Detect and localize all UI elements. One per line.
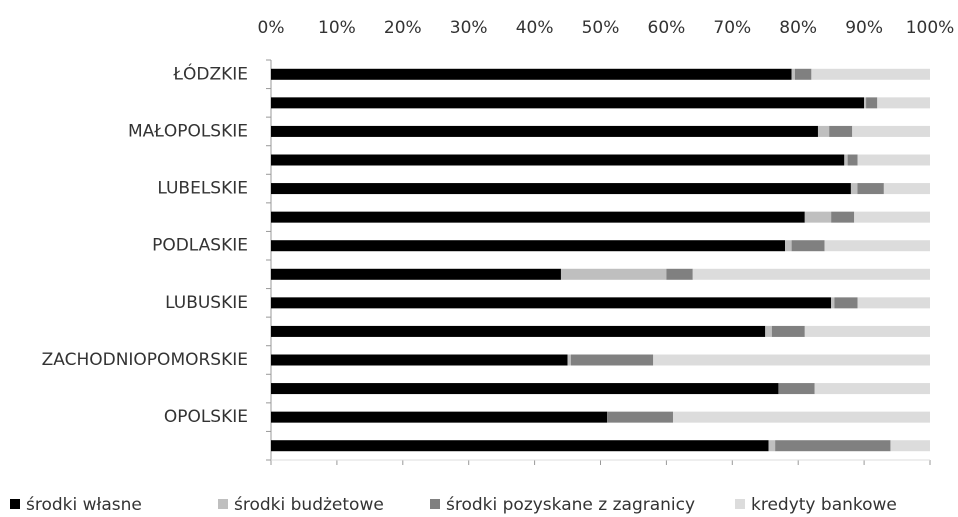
- bar-segment: [271, 211, 805, 223]
- bar-segment: [852, 125, 930, 137]
- bar-segment: [877, 97, 930, 109]
- bar-segment: [271, 325, 766, 337]
- legend-swatch: [430, 499, 440, 509]
- x-tick-label: 90%: [845, 18, 883, 38]
- bar-segment: [271, 297, 832, 309]
- bar-segment: [857, 183, 884, 195]
- bar-segment: [791, 240, 825, 252]
- x-tick-label: 100%: [906, 18, 955, 38]
- bar-segment: [271, 268, 561, 280]
- y-tick-label: ZACHODNIOPOMORSKIE: [42, 350, 248, 370]
- bar-segment: [890, 440, 930, 452]
- bar-segment: [567, 354, 571, 366]
- bar-segment: [883, 183, 930, 195]
- legend-label: środki pozyskane z zagranicy: [446, 495, 695, 515]
- bar-segment: [666, 268, 693, 280]
- bar-segment: [857, 154, 930, 166]
- bar-segment: [271, 154, 845, 166]
- bar-segment: [271, 354, 568, 366]
- x-tick-label: 10%: [318, 18, 356, 38]
- bar-segment: [814, 383, 930, 395]
- bar-segment: [866, 97, 878, 109]
- bar-segment: [672, 411, 930, 423]
- bar-segment: [850, 183, 858, 195]
- bar-segment: [824, 240, 930, 252]
- bar-segment: [271, 125, 818, 137]
- bar-segment: [271, 440, 769, 452]
- legend-label: środki budżetowe: [234, 495, 384, 515]
- y-tick-label: PODLASKIE: [152, 236, 248, 256]
- bar-segment: [271, 411, 608, 423]
- x-tick-label: 50%: [582, 18, 620, 38]
- bar-segment: [560, 268, 667, 280]
- y-tick-label: MAŁOPOLSKIE: [128, 121, 248, 141]
- bar-segment: [271, 97, 865, 109]
- legend-swatch: [218, 499, 228, 509]
- x-tick-label: 0%: [258, 18, 285, 38]
- bar-segment: [794, 68, 812, 80]
- bar-segment: [785, 240, 792, 252]
- bar-segment: [271, 383, 779, 395]
- y-tick-label: ŁÓDZKIE: [172, 62, 248, 84]
- legend-label: kredyty bankowe: [751, 495, 897, 515]
- bar-segment: [831, 297, 835, 309]
- bar-segment: [844, 154, 848, 166]
- legend-swatch: [10, 499, 20, 509]
- x-tick-label: 20%: [384, 18, 422, 38]
- bar-segment: [834, 297, 858, 309]
- bar-segment: [271, 183, 851, 195]
- bar-segment: [811, 68, 930, 80]
- bar-segment: [570, 354, 654, 366]
- legend-label: środki własne: [26, 495, 142, 515]
- x-tick-label: 60%: [648, 18, 686, 38]
- bar-segment: [653, 354, 930, 366]
- x-tick-label: 30%: [450, 18, 488, 38]
- bar-segment: [847, 154, 858, 166]
- bar-segment: [271, 240, 786, 252]
- y-tick-label: OPOLSKIE: [164, 407, 248, 427]
- bar-segment: [607, 411, 673, 423]
- bar-segment: [804, 325, 930, 337]
- x-tick-label: 80%: [779, 18, 817, 38]
- bar-segment: [831, 211, 855, 223]
- bar-segment: [791, 68, 795, 80]
- bar-segment: [854, 211, 930, 223]
- bar-segment: [692, 268, 930, 280]
- bar-segment: [829, 125, 853, 137]
- y-tick-label: LUBELSKIE: [157, 179, 248, 199]
- bar-segment: [817, 125, 830, 137]
- bar-segment: [778, 383, 815, 395]
- bar-segment: [768, 440, 776, 452]
- y-tick-label: LUBUSKIE: [165, 293, 248, 313]
- bar-segment: [864, 97, 867, 109]
- legend-swatch: [735, 499, 745, 509]
- bar-segment: [775, 440, 891, 452]
- bar-segment: [857, 297, 930, 309]
- x-tick-label: 70%: [713, 18, 751, 38]
- bar-segment: [804, 211, 832, 223]
- bar-segment: [271, 68, 792, 80]
- bar-segment: [771, 325, 805, 337]
- bar-segment: [765, 325, 772, 337]
- x-tick-label: 40%: [516, 18, 554, 38]
